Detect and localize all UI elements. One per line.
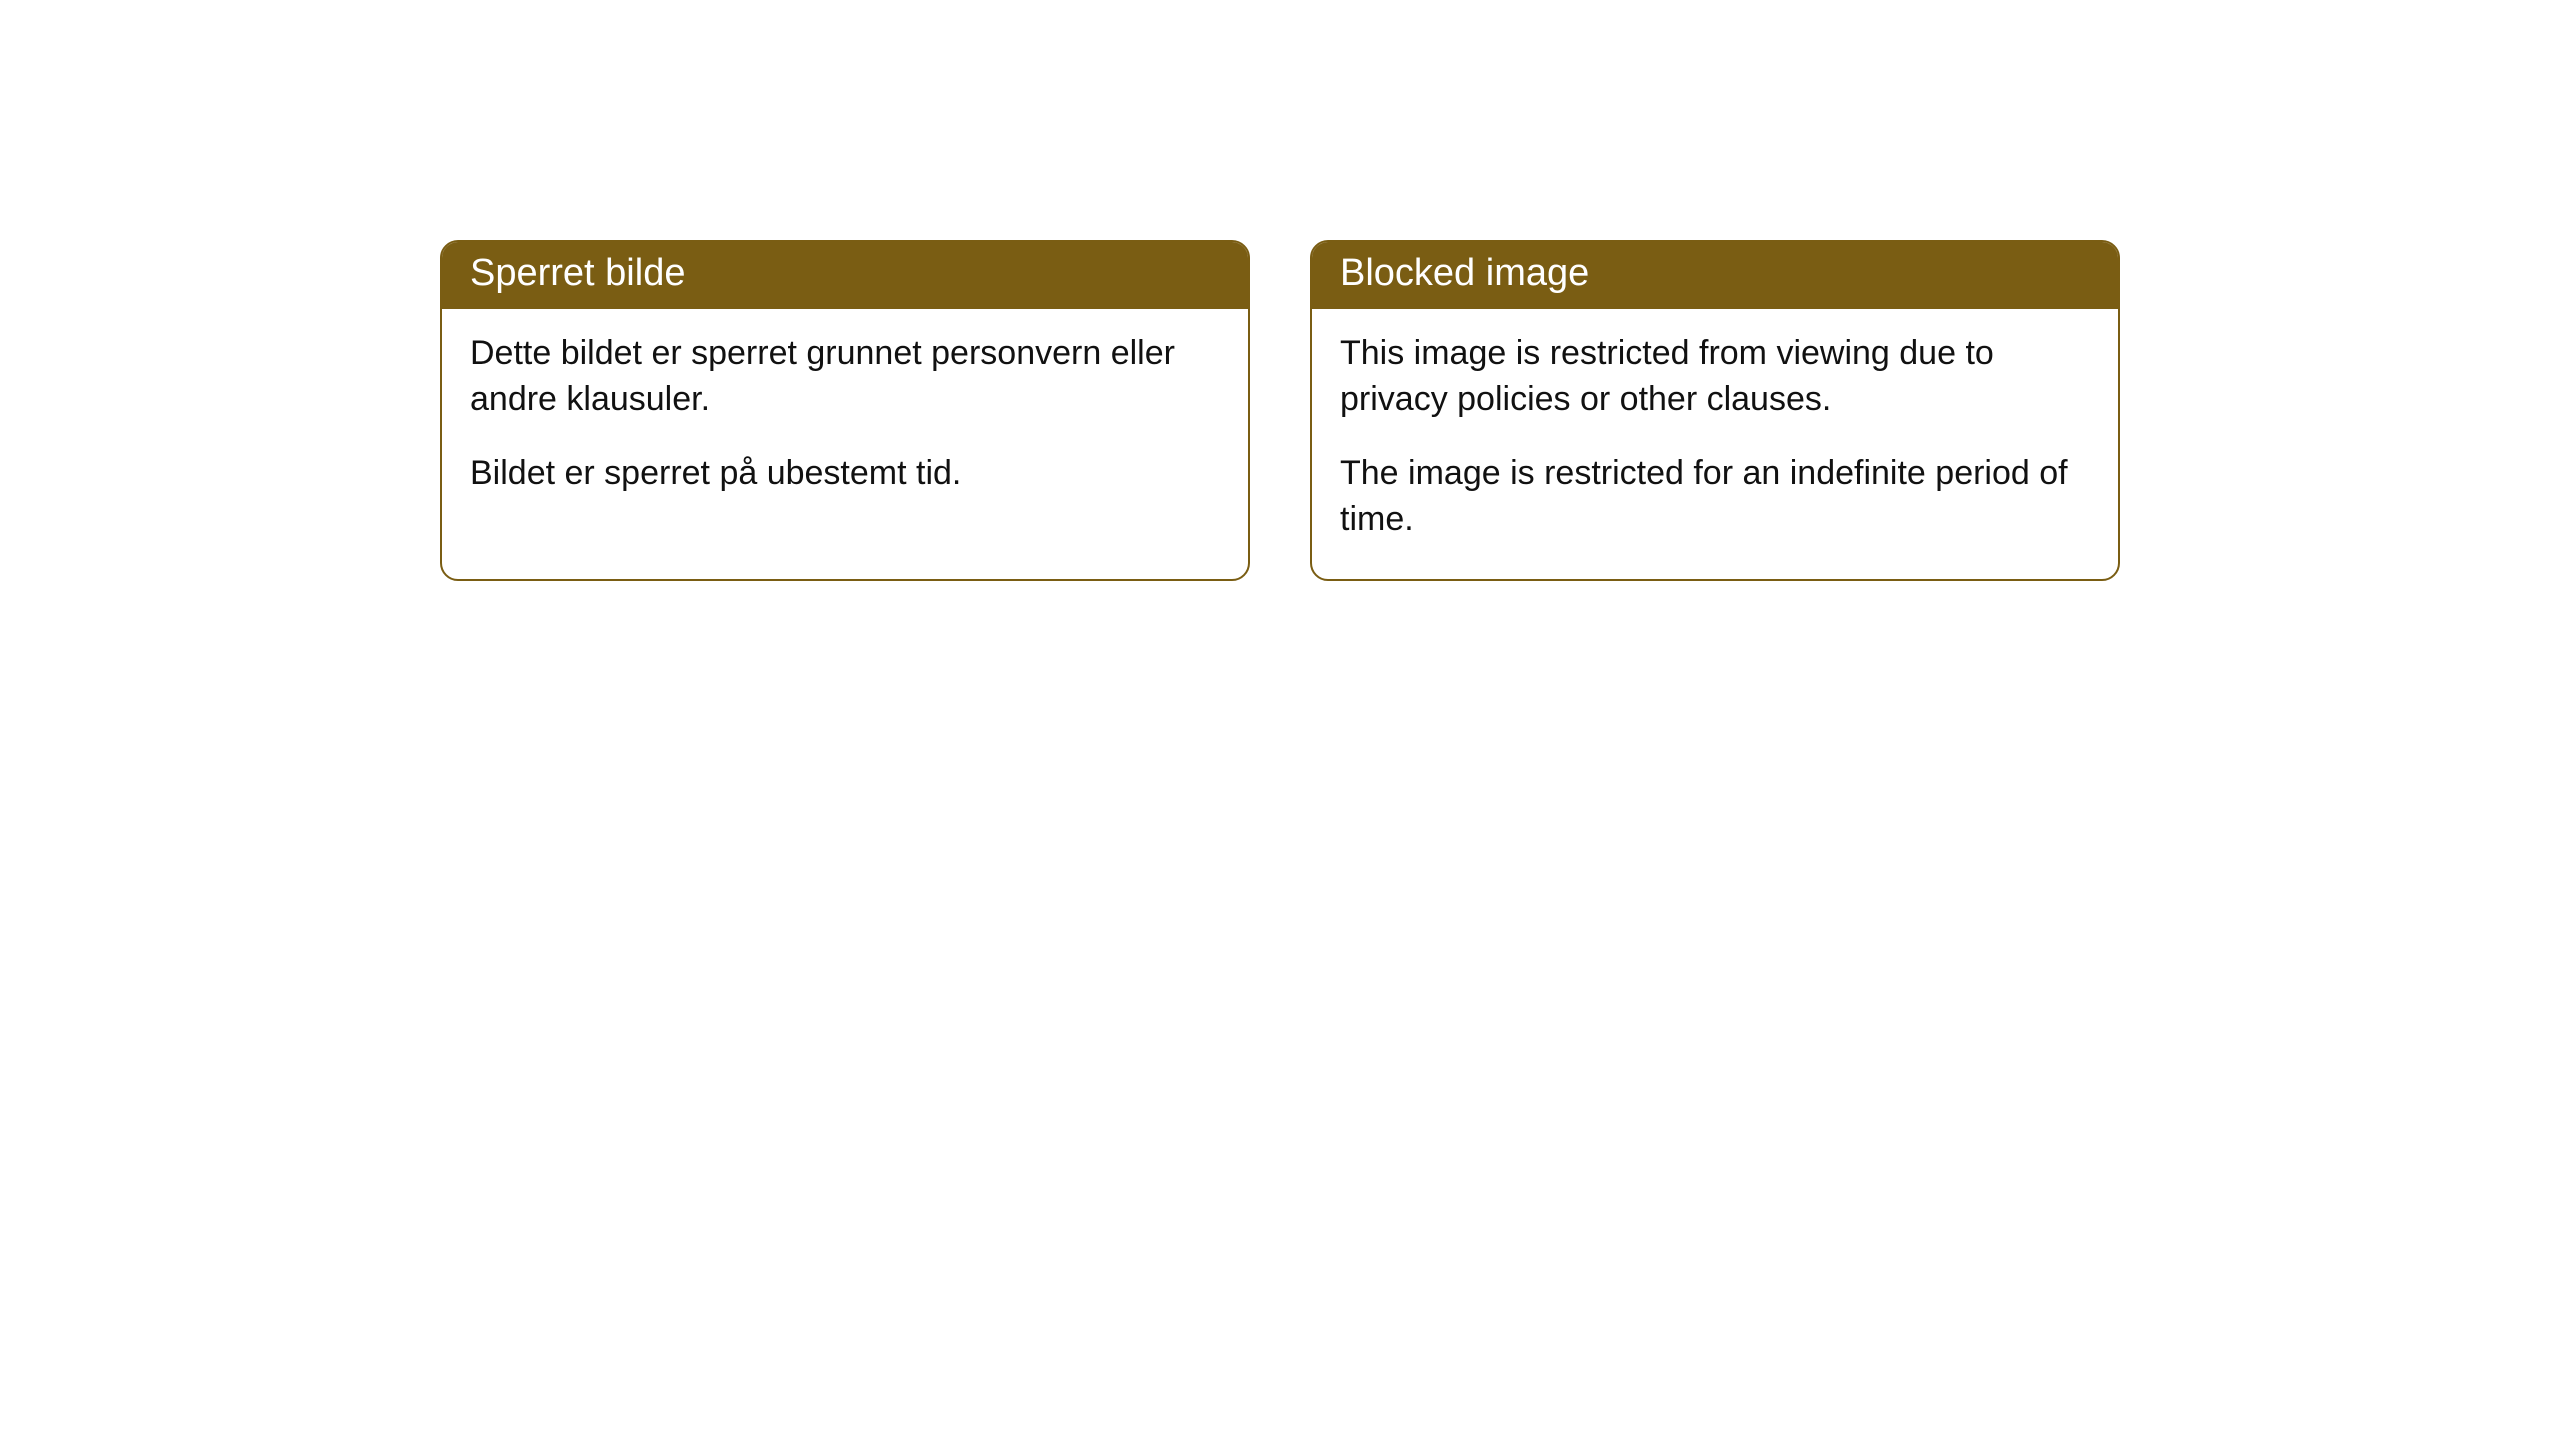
card-paragraph: The image is restricted for an indefinit… bbox=[1340, 451, 2090, 543]
card-paragraph: Bildet er sperret på ubestemt tid. bbox=[470, 451, 1220, 497]
card-paragraph: This image is restricted from viewing du… bbox=[1340, 331, 2090, 423]
card-header: Blocked image bbox=[1312, 242, 2118, 309]
card-body: This image is restricted from viewing du… bbox=[1312, 309, 2118, 579]
card-paragraph: Dette bildet er sperret grunnet personve… bbox=[470, 331, 1220, 423]
card-body: Dette bildet er sperret grunnet personve… bbox=[442, 309, 1248, 533]
card-header: Sperret bilde bbox=[442, 242, 1248, 309]
cards-container: Sperret bilde Dette bildet er sperret gr… bbox=[0, 240, 2560, 581]
blocked-image-card-norwegian: Sperret bilde Dette bildet er sperret gr… bbox=[440, 240, 1250, 581]
blocked-image-card-english: Blocked image This image is restricted f… bbox=[1310, 240, 2120, 581]
